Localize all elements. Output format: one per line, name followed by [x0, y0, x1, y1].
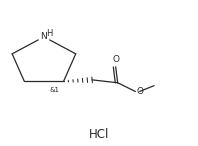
- Text: O: O: [136, 87, 143, 96]
- Text: &1: &1: [50, 87, 60, 93]
- Text: N: N: [41, 32, 47, 41]
- Text: O: O: [112, 55, 119, 64]
- Text: HCl: HCl: [89, 128, 109, 141]
- Text: H: H: [46, 29, 52, 38]
